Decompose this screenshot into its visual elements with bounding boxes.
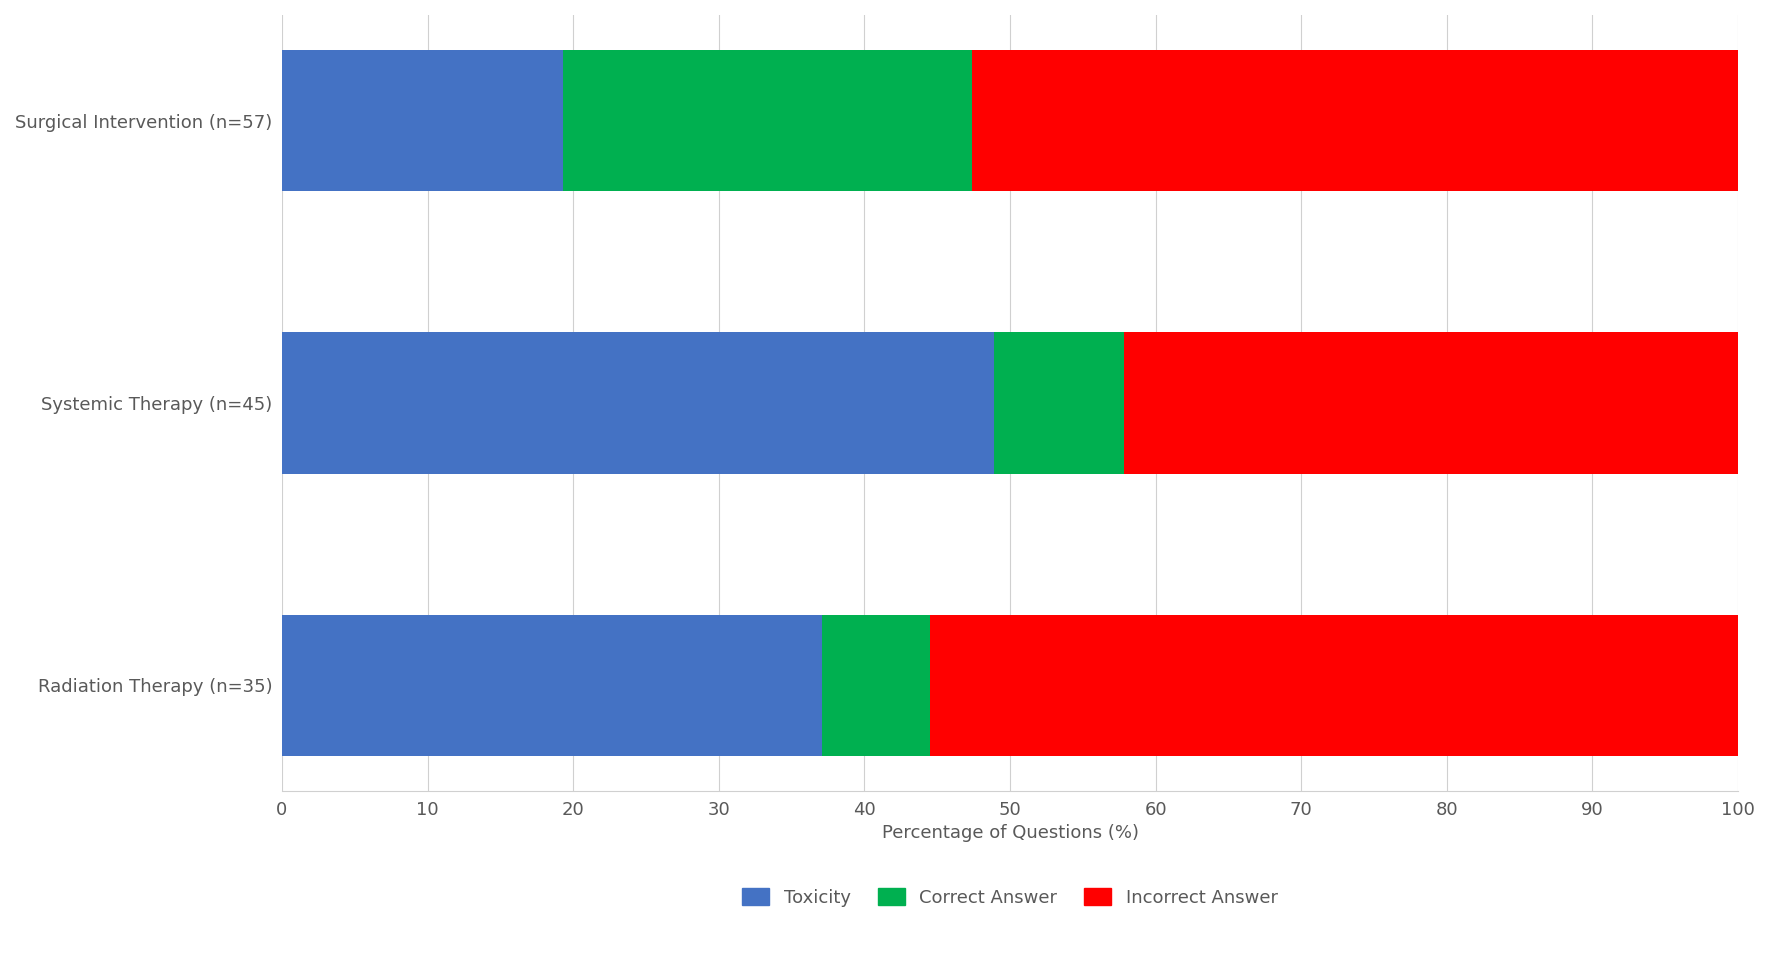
Bar [281, 51, 563, 192]
Bar [281, 333, 995, 474]
Bar [823, 615, 929, 756]
Bar [563, 51, 972, 192]
Bar [972, 51, 1738, 192]
X-axis label: Percentage of Questions (%): Percentage of Questions (%) [881, 824, 1138, 843]
Legend: Toxicity, Correct Answer, Incorrect Answer: Toxicity, Correct Answer, Incorrect Answ… [735, 882, 1285, 914]
Bar [1124, 333, 1738, 474]
Bar [281, 615, 823, 756]
Bar [929, 615, 1738, 756]
Bar [995, 333, 1124, 474]
